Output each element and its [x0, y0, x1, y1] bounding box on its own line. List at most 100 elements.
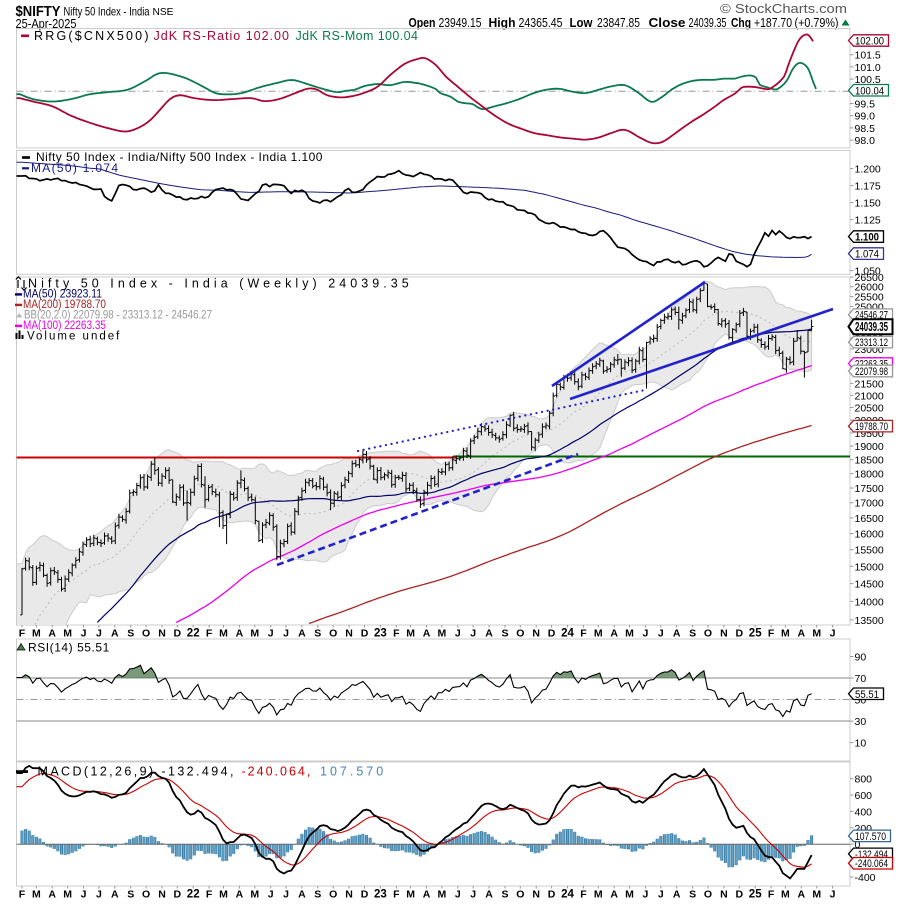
svg-text:M: M [406, 889, 415, 901]
svg-text:S: S [501, 889, 508, 901]
svg-text:M: M [438, 628, 447, 640]
svg-text:F: F [206, 628, 213, 640]
svg-text:23: 23 [374, 889, 387, 901]
svg-text:23313.12: 23313.12 [855, 337, 888, 349]
svg-text:J: J [268, 889, 274, 901]
svg-text:0: 0 [855, 839, 861, 851]
svg-text:J: J [268, 628, 274, 640]
svg-text:16000: 16000 [855, 529, 884, 541]
svg-text:O: O [516, 889, 524, 901]
svg-text:A: A [423, 889, 431, 901]
svg-text:A: A [673, 628, 681, 640]
svg-text:F: F [580, 628, 587, 640]
svg-text:MA(100) 22263.35: MA(100) 22263.35 [23, 320, 106, 332]
svg-text:Chg: Chg [731, 16, 751, 30]
svg-text:J: J [658, 628, 664, 640]
svg-text:F: F [393, 628, 400, 640]
svg-text:Nifty 50 Index - India: Nifty 50 Index - India [64, 5, 150, 19]
svg-text:107.570: 107.570 [320, 765, 386, 779]
svg-text:23: 23 [374, 628, 387, 640]
svg-text:70: 70 [855, 673, 867, 685]
svg-text:Volume undef: Volume undef [27, 331, 121, 343]
svg-text:25: 25 [749, 628, 762, 640]
svg-text:Open: Open [409, 16, 436, 30]
svg-text:100.04: 100.04 [855, 85, 884, 97]
svg-text:A: A [236, 889, 244, 901]
svg-text:J: J [81, 628, 87, 640]
svg-text:M: M [219, 889, 228, 901]
svg-text:25500: 25500 [855, 292, 884, 304]
svg-text:1.150: 1.150 [855, 198, 881, 210]
svg-text:A: A [111, 628, 119, 640]
svg-text:S: S [314, 628, 321, 640]
svg-text:N: N [345, 628, 353, 640]
svg-text:800: 800 [855, 774, 873, 786]
svg-text:107.570: 107.570 [855, 831, 886, 843]
svg-text:F: F [19, 628, 26, 640]
svg-text:S: S [689, 889, 696, 901]
svg-text:14000: 14000 [855, 596, 884, 608]
svg-text:17000: 17000 [855, 498, 884, 510]
svg-text:M: M [781, 628, 790, 640]
svg-text:A: A [236, 628, 244, 640]
svg-text:A: A [610, 628, 618, 640]
svg-text:RSI(14) 55.51: RSI(14) 55.51 [28, 641, 110, 655]
svg-text:F: F [206, 889, 213, 901]
svg-text:14500: 14500 [855, 579, 884, 591]
svg-text:15500: 15500 [855, 545, 884, 557]
svg-text:J: J [283, 628, 289, 640]
svg-text:J: J [96, 628, 102, 640]
svg-text:M: M [219, 628, 228, 640]
svg-text:MA(200) 19788.70: MA(200) 19788.70 [23, 299, 106, 311]
svg-text:N: N [532, 889, 540, 901]
svg-text:BB(20,2.0) 22079.98 - 23313.12: BB(20,2.0) 22079.98 - 23313.12 - 24546.2… [24, 310, 212, 322]
svg-text:21000: 21000 [855, 390, 884, 402]
svg-text:MA(50) 1.074: MA(50) 1.074 [31, 161, 119, 175]
svg-text:A: A [610, 889, 618, 901]
svg-text:M: M [594, 628, 603, 640]
svg-text:N: N [158, 889, 166, 901]
svg-text:S: S [501, 628, 508, 640]
svg-text:-240.064,: -240.064, [242, 765, 313, 779]
svg-text:A: A [48, 628, 56, 640]
svg-text:Close: Close [649, 16, 686, 30]
svg-text:Low: Low [570, 16, 593, 30]
svg-text:S: S [689, 628, 696, 640]
svg-text:20500: 20500 [855, 403, 884, 415]
svg-text:M: M [250, 889, 259, 901]
svg-text:22: 22 [187, 889, 200, 901]
svg-text:99.5: 99.5 [855, 99, 876, 111]
svg-text:M: M [406, 628, 415, 640]
svg-text:F: F [19, 889, 26, 901]
svg-text:24039.35: 24039.35 [855, 320, 888, 334]
svg-text:16500: 16500 [855, 513, 884, 525]
svg-text:101.0: 101.0 [855, 62, 881, 74]
svg-text:N: N [345, 889, 353, 901]
svg-text:M: M [781, 889, 790, 901]
svg-text:M: M [250, 628, 259, 640]
svg-text:J: J [658, 889, 664, 901]
svg-text:J: J [642, 628, 648, 640]
svg-text:18500: 18500 [855, 455, 884, 467]
svg-text:M: M [812, 628, 821, 640]
svg-text:-240.064: -240.064 [855, 858, 888, 870]
svg-text:19788.70: 19788.70 [855, 421, 888, 433]
svg-text:RRG($CNX500): RRG($CNX500) [34, 29, 151, 43]
svg-text:24365.45: 24365.45 [519, 16, 563, 30]
svg-text:90: 90 [855, 652, 867, 664]
svg-text:J: J [455, 628, 461, 640]
svg-text:30: 30 [855, 716, 867, 728]
svg-text:99.0: 99.0 [855, 111, 876, 123]
svg-text:101.5: 101.5 [855, 50, 881, 62]
svg-text:M: M [594, 889, 603, 901]
svg-text:$NIFTY: $NIFTY [16, 3, 61, 20]
svg-text:24039.35: 24039.35 [689, 16, 727, 30]
svg-text:M: M [32, 628, 41, 640]
svg-text:J: J [96, 889, 102, 901]
svg-text:NSE: NSE [153, 6, 174, 18]
svg-text:A: A [485, 628, 493, 640]
svg-text:25: 25 [749, 889, 762, 901]
svg-text:55.51: 55.51 [855, 689, 879, 701]
svg-text:M: M [32, 889, 41, 901]
svg-text:A: A [111, 889, 119, 901]
